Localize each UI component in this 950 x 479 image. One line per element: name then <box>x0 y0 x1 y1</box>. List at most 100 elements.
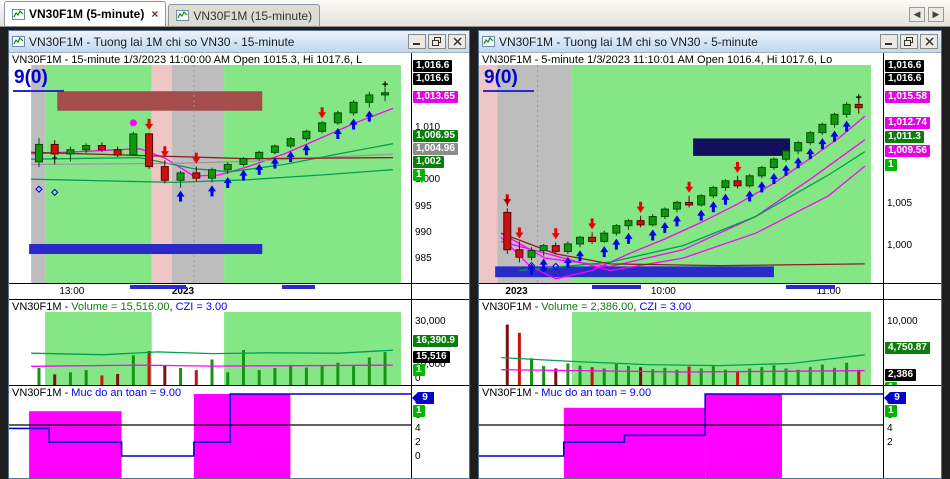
buy-arrow-icon <box>270 157 279 169</box>
volume-bar <box>845 362 849 385</box>
candlestick <box>685 201 694 206</box>
volume-bar <box>723 369 727 385</box>
buy-arrow-icon <box>239 169 248 181</box>
buy-arrow-icon <box>612 238 621 250</box>
volume-ma-line <box>501 369 865 373</box>
candlestick <box>794 142 803 152</box>
volume-axis[interactable]: 30,000 10,000 0 16,390.9 15,516 1 <box>411 300 469 385</box>
safety-axis[interactable]: 864291 <box>883 386 941 478</box>
buy-arrow-icon <box>806 148 815 160</box>
time-axis-label: 2023 <box>505 286 528 297</box>
close-button[interactable] <box>448 34 466 49</box>
volume-separator: , <box>633 301 640 313</box>
tab-vn30f1m-15min[interactable]: VN30F1M (15-minute) <box>168 4 321 26</box>
safety-axis-label: 4 <box>415 423 421 435</box>
safety-symbol-prefix: VN30F1M - <box>482 387 542 399</box>
volume-bar <box>336 362 340 385</box>
safety-chart-canvas <box>9 393 411 478</box>
volume-bar <box>116 373 120 385</box>
volume-symbol-prefix: VN30F1M - <box>482 301 542 313</box>
window-title: VN30F1M - Tuong lai 1M chi so VN30 - 15-… <box>29 34 295 49</box>
candlestick <box>672 201 681 210</box>
scroll-tabs-right-button[interactable]: ▶ <box>928 7 944 22</box>
price-axis[interactable]: 1,010 1,000 995 990 985 1,016.6 1,016.6 1,013.6… <box>411 53 469 283</box>
candlestick <box>208 169 217 179</box>
scroll-tabs-left-button[interactable]: ◀ <box>909 7 925 22</box>
volume-chart[interactable]: VN30F1M - Volume = 2,386.00, CZI = 3.00 <box>479 300 883 385</box>
candlestick <box>365 94 374 103</box>
volume-bar <box>367 357 371 385</box>
safety-value-text: Muc do an toan = 9.00 <box>541 387 652 399</box>
window-chart-icon <box>482 36 495 47</box>
candlestick <box>551 245 560 252</box>
time-axis[interactable]: 2023 10:00 11:00 <box>479 284 883 299</box>
price-chart[interactable]: VN30F1M - 5-minute 1/3/2023 11:10:01 AM … <box>479 53 883 283</box>
price-axis[interactable]: 1,005 1,000 1,016.6 1,016.6 1,015.58 1,012.74… <box>883 53 941 283</box>
sell-arrow-icon <box>145 118 154 130</box>
volume-bar <box>257 370 261 385</box>
support-zone-bar <box>495 266 774 278</box>
candlestick <box>302 130 311 140</box>
candlestick <box>349 101 358 114</box>
time-axis[interactable]: 13:00 2023 <box>9 284 411 299</box>
minimize-button[interactable] <box>880 34 898 49</box>
buy-arrow-icon <box>349 118 358 130</box>
volume-chart-canvas <box>501 312 871 385</box>
restore-button[interactable] <box>428 34 446 49</box>
candlestick <box>769 158 778 169</box>
safety-step-line <box>479 393 883 457</box>
safety-secondary-badge: 1 <box>885 405 897 417</box>
close-button[interactable] <box>920 34 938 49</box>
price-value-badge: 1,012.74 <box>885 117 930 129</box>
time-axis-label: 2023 <box>171 286 195 297</box>
buy-arrow-icon <box>624 232 633 244</box>
buy-arrow-icon <box>818 138 827 150</box>
buy-arrow-icon <box>672 215 681 227</box>
price-value-badge: 1,016.6 <box>885 73 925 85</box>
tab-vn30f1m-5min[interactable]: VN30F1M (5-minute) × <box>4 1 167 26</box>
time-axis-highlight-mark <box>786 285 835 289</box>
window-titlebar[interactable]: VN30F1M - Tuong lai 1M chi so VN30 - 15-… <box>9 31 469 53</box>
minimize-button[interactable] <box>408 34 426 49</box>
candlestick <box>697 195 706 206</box>
price-band <box>693 138 791 156</box>
buy-arrow-icon <box>830 130 839 142</box>
volume-axis-label: 30,000 <box>415 316 446 328</box>
volume-panel: VN30F1M - Volume = 2,386.00, CZI = 3.00 … <box>479 299 941 385</box>
buy-arrow-icon <box>365 110 374 122</box>
price-value-badge: 1,016.6 <box>413 73 453 85</box>
window-chart-icon <box>12 36 25 47</box>
safety-axis[interactable]: 8642091 <box>411 386 469 478</box>
tab-close-icon[interactable]: × <box>151 7 159 21</box>
volume-value-text: Volume = 2,386.00 <box>541 301 634 313</box>
safety-chart[interactable]: VN30F1M - Muc do an toan = 9.00 <box>9 386 411 478</box>
safety-chart[interactable]: VN30F1M - Muc do an toan = 9.00 <box>479 386 883 478</box>
buy-arrow-icon <box>721 193 730 205</box>
price-chart[interactable]: VN30F1M - 15-minute 1/3/2023 11:00:00 AM… <box>9 53 411 283</box>
volume-axis-label: 10,000 <box>887 316 918 328</box>
restore-button[interactable] <box>900 34 918 49</box>
volume-bar <box>179 368 183 385</box>
volume-bar <box>68 372 72 385</box>
volume-bar <box>651 369 655 385</box>
buy-arrow-icon <box>745 190 754 202</box>
volume-axis[interactable]: 10,000 4,750.87 2,3861 <box>883 300 941 385</box>
safety-axis-label: 4 <box>887 423 893 435</box>
safety-panel: VN30F1M - Muc do an toan = 9.00 864291 <box>479 385 941 478</box>
volume-bar <box>100 375 104 385</box>
buy-arrow-icon <box>208 185 217 197</box>
window-titlebar[interactable]: VN30F1M - Tuong lai 1M chi so VN30 - 5-m… <box>479 31 941 53</box>
czi-value-text: CZI = 3.00 <box>175 301 228 313</box>
volume-value-badge: 1 <box>413 364 425 377</box>
volume-panel: VN30F1M - Volume = 15,516.00, CZI = 3.00… <box>9 299 469 385</box>
diamond-marker <box>35 185 43 193</box>
safety-info-line: VN30F1M - Muc do an toan = 9.00 <box>12 387 181 399</box>
volume-bar <box>163 365 167 385</box>
volume-chart[interactable]: VN30F1M - Volume = 15,516.00, CZI = 3.00 <box>9 300 411 385</box>
safety-info-line: VN30F1M - Muc do an toan = 9.00 <box>482 387 651 399</box>
time-axis-label: 13:00 <box>59 286 85 297</box>
chart-window-5-minute: VN30F1M - Tuong lai 1M chi so VN30 - 5-m… <box>478 30 942 479</box>
buy-arrow-icon <box>660 222 669 234</box>
candlestick <box>745 175 754 187</box>
indicator-line <box>31 169 393 184</box>
